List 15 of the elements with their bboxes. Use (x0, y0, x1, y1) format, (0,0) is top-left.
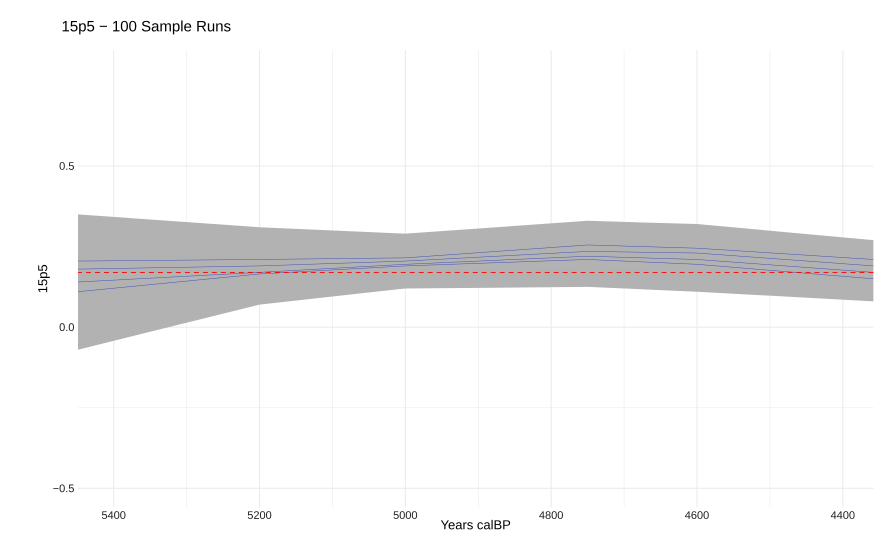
x-tick-label: 5000 (394, 511, 418, 520)
x-tick-label: 5400 (102, 511, 126, 520)
x-tick-label: 5200 (248, 511, 272, 520)
line-series (78, 251, 874, 270)
y-tick-label: −0.5 (53, 484, 74, 492)
y-axis-title: 15p5 (38, 265, 50, 292)
line-series (78, 244, 874, 262)
chart-title: 15p5 − 100 Sample Runs (62, 20, 230, 35)
x-tick-label: 4400 (830, 511, 855, 520)
x-tick-label: 4600 (685, 511, 709, 520)
x-axis-title: Years calBP (440, 520, 510, 530)
line-series (78, 259, 874, 292)
y-tick-label: 0.5 (60, 162, 74, 170)
y-tick-label: 0.0 (60, 323, 74, 332)
x-tick-label: 4800 (539, 511, 563, 520)
